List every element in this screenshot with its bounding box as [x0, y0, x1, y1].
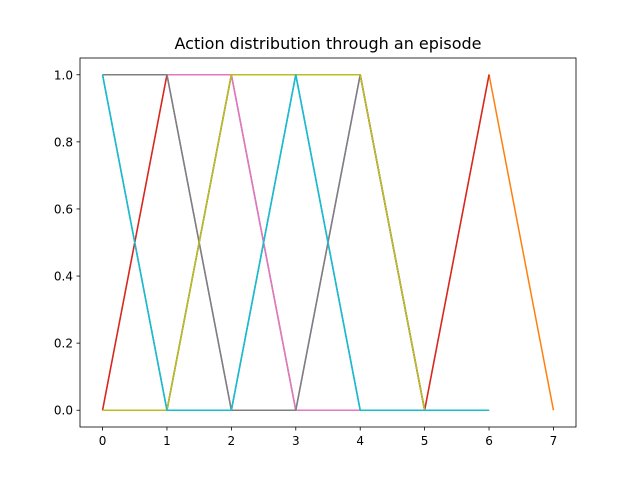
series-line-10 — [101, 74, 490, 411]
y-tick-label: 0.8 — [54, 135, 73, 149]
x-tick-label: 3 — [292, 434, 300, 448]
y-tick-label: 0.0 — [54, 404, 73, 418]
y-tick-label: 1.0 — [54, 68, 73, 82]
x-tick-label: 1 — [163, 434, 171, 448]
x-tick-label: 5 — [421, 434, 429, 448]
chart-title: Action distribution through an episode — [174, 34, 481, 53]
x-tick-label: 7 — [550, 434, 558, 448]
x-tick-label: 0 — [99, 434, 107, 448]
y-tick-label: 0.6 — [54, 202, 73, 216]
y-tick-label: 0.2 — [54, 337, 73, 351]
y-tick-label: 0.4 — [54, 270, 73, 284]
x-tick-label: 6 — [485, 434, 493, 448]
x-tick-label: 2 — [228, 434, 236, 448]
ticks-layer: 0 1 2 3 4 5 6 7 0.0 0.2 0.4 0.6 0.8 1.0 — [54, 68, 557, 448]
x-tick-label: 4 — [356, 434, 364, 448]
plot-area-frame — [79, 57, 577, 428]
series-layer — [101, 74, 555, 411]
